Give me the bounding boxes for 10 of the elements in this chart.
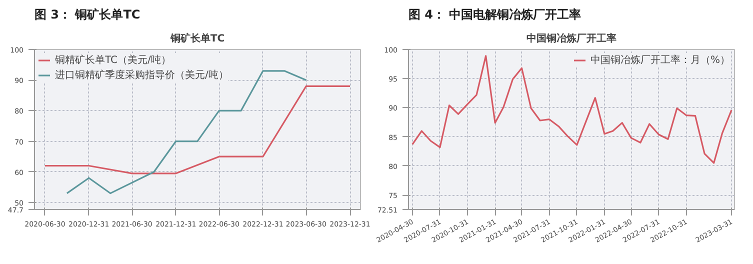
line-series: [44, 85, 351, 174]
chart-title: 图 3： 铜矿长单TC: [34, 8, 140, 22]
line-series: [412, 55, 732, 164]
chart-subtitle: 铜矿长单TC: [169, 32, 225, 44]
legend-label: 铜精矿长单TC（美元/吨）: [55, 54, 171, 67]
chart-subtitle: 中国铜冶炼厂开工率: [526, 32, 616, 44]
legend-label: 进口铜精矿季度采购指导价（美元/吨）: [55, 68, 228, 82]
line-series: [66, 70, 307, 194]
chart-title: 图 4： 中国电解铜冶炼厂开工率: [408, 8, 582, 22]
legend-label: 中国铜冶炼厂开工率：月（%）: [590, 54, 730, 67]
